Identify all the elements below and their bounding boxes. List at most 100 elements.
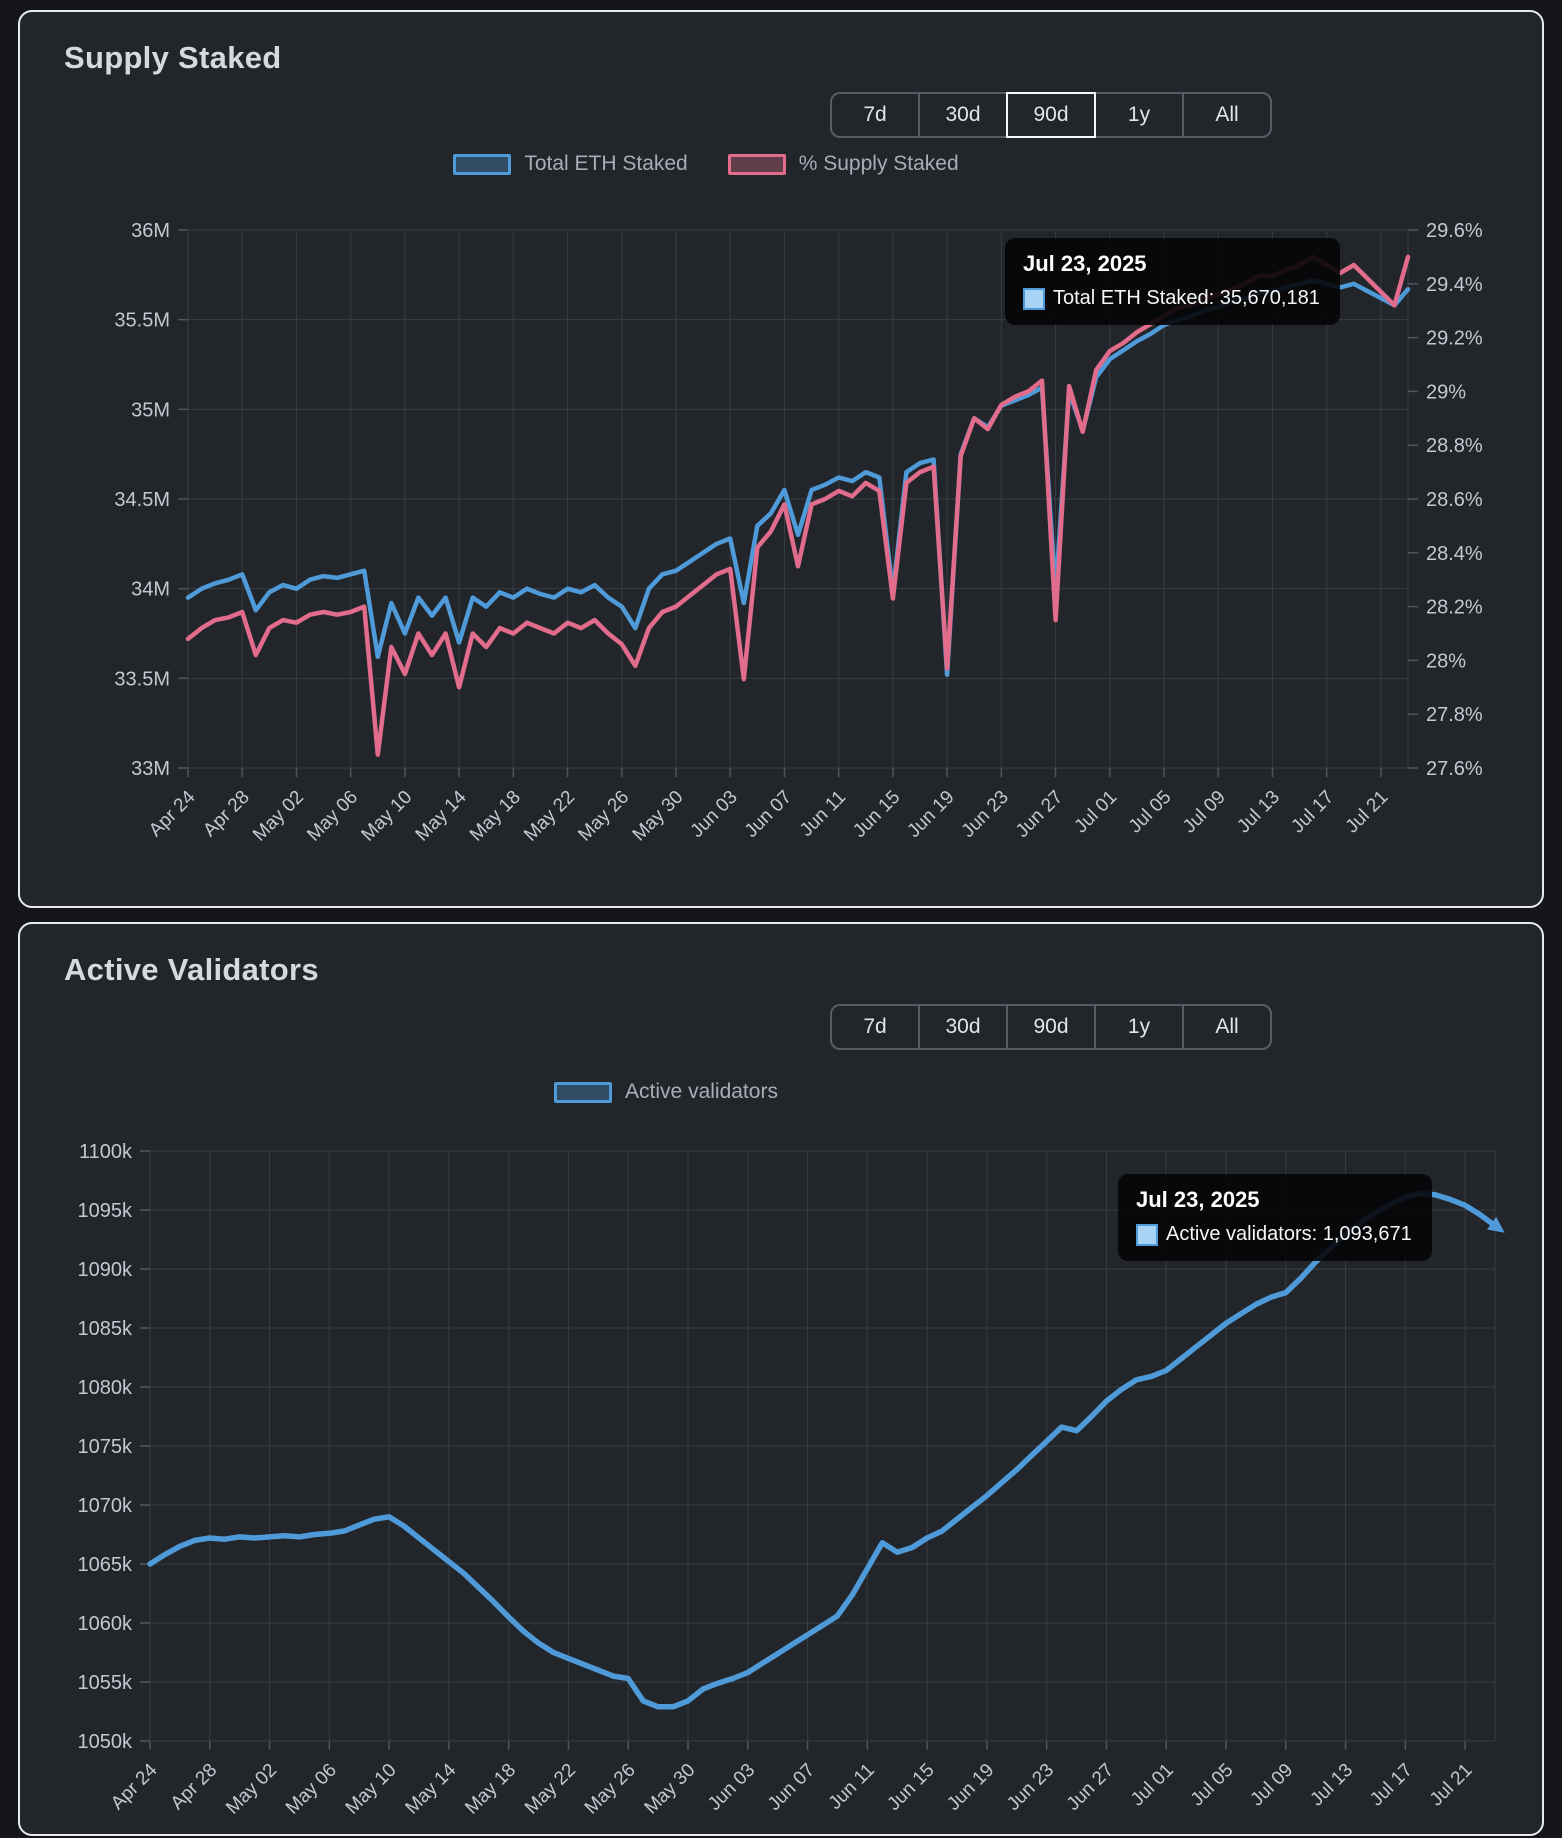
range-90d-button[interactable]: 90d [1006, 92, 1096, 138]
time-range-button-group: 7d 30d 90d 1y All [830, 1004, 1272, 1050]
legend-swatch-icon [554, 1081, 613, 1103]
y-axis-label: 29% [1426, 381, 1466, 403]
x-axis-label: May 30 [641, 1760, 700, 1819]
x-axis-label: May 18 [461, 1760, 520, 1819]
y-axis-label: 27.6% [1426, 758, 1483, 780]
series-line--supply-staked [185, 254, 1411, 757]
legend-label: Active validators [625, 1080, 778, 1103]
range-all-button[interactable]: All [1182, 1004, 1272, 1050]
y-axis-label: 36M [131, 220, 170, 242]
y-axis-label: 1080k [78, 1377, 133, 1399]
x-axis-label: May 02 [249, 787, 308, 846]
x-axis-label: Apr 24 [107, 1759, 162, 1814]
x-axis-label: Jun 23 [1003, 1760, 1058, 1815]
y-axis-label: 29.4% [1426, 274, 1483, 296]
x-axis-label: Jun 27 [1063, 1760, 1118, 1815]
time-range-row: 7d 30d 90d 1y All [20, 92, 1272, 138]
legend-label: % Supply Staked [798, 152, 959, 175]
range-7d-button[interactable]: 7d [830, 1004, 920, 1050]
range-1y-button[interactable]: 1y [1094, 1004, 1184, 1050]
active-validators-card: Active Validators 7d 30d 90d 1y All Acti… [18, 922, 1544, 1836]
legend-item-total-eth-staked[interactable]: Total ETH Staked [453, 152, 688, 176]
x-axis-label: Jun 15 [849, 787, 904, 842]
x-axis-label: Jul 13 [1233, 787, 1284, 838]
supply-staked-card: Supply Staked 7d 30d 90d 1y All Total ET… [18, 10, 1544, 908]
y-axis-label: 1090k [78, 1259, 133, 1281]
x-axis-label: May 30 [629, 787, 688, 846]
tooltip-row: Active validators: 1,093,671 [1136, 1223, 1412, 1246]
y-axis-label: 28.8% [1426, 435, 1483, 457]
tooltip-value: Active validators: 1,093,671 [1166, 1223, 1412, 1245]
series-line-active-validators [147, 1190, 1498, 1710]
x-axis-label: Jun 03 [687, 787, 742, 842]
active-validators-chart-area: Apr 24 Apr 28 May 02 May 06 May 10 May 14 May … [20, 1110, 1542, 1826]
y-axis-label: 1060k [78, 1613, 133, 1635]
x-axis-label: May 02 [222, 1760, 281, 1819]
legend-label: Total ETH Staked [524, 152, 688, 175]
y-axis-label: 1050k [78, 1731, 133, 1753]
x-axis-label: May 18 [466, 787, 525, 846]
x-axis-label: Jun 19 [903, 787, 958, 842]
x-axis-label: Jun 03 [704, 1760, 759, 1815]
x-axis-label: Jul 05 [1187, 1760, 1238, 1811]
x-axis-label: May 10 [358, 787, 417, 846]
y-axis-label: 1065k [78, 1554, 133, 1576]
x-axis-label: Jun 19 [943, 1760, 998, 1815]
y-axis-label: 1075k [78, 1436, 133, 1458]
page-title: Active Validators [64, 952, 319, 987]
y-axis-label: 29.2% [1426, 328, 1483, 350]
range-1y-button[interactable]: 1y [1094, 92, 1184, 138]
x-axis-label: May 06 [303, 787, 362, 846]
x-axis-label: Jul 13 [1306, 1760, 1357, 1811]
y-axis-label: 1055k [78, 1672, 133, 1694]
x-axis-label: May 14 [402, 1759, 461, 1818]
x-axis-label: Jul 21 [1426, 1760, 1477, 1811]
x-axis-label: Jul 17 [1288, 787, 1339, 838]
x-axis-label: Jun 27 [1012, 787, 1067, 842]
y-axis-label: 33.5M [114, 668, 170, 690]
x-axis-label: May 26 [581, 1760, 640, 1819]
time-range-button-group: 7d 30d 90d 1y All [830, 92, 1272, 138]
range-90d-button[interactable]: 90d [1006, 1004, 1096, 1050]
y-axis-label: 33M [131, 758, 170, 780]
x-axis-label: Jul 21 [1342, 787, 1393, 838]
x-axis-label: Jun 07 [764, 1760, 819, 1815]
x-axis-label: Jul 01 [1127, 1760, 1178, 1811]
x-axis-label: Jun 11 [796, 787, 850, 841]
y-axis-label: 28.6% [1426, 489, 1483, 511]
range-30d-button[interactable]: 30d [918, 1004, 1008, 1050]
tooltip-row: Total ETH Staked: 35,670,181 [1023, 287, 1320, 310]
supply-staked-chart-area: Apr 24 Apr 28 May 02 May 06 May 10 May 14 May … [20, 178, 1542, 866]
active-validators-chart[interactable]: Apr 24 Apr 28 May 02 May 06 May 10 May 14 May … [40, 1110, 1522, 1826]
y-axis-label: 1100k [79, 1141, 133, 1163]
x-axis-label: May 14 [412, 786, 471, 845]
x-axis-label: Jul 05 [1125, 787, 1176, 838]
range-all-button[interactable]: All [1182, 92, 1272, 138]
tooltip-date: Jul 23, 2025 [1023, 251, 1147, 276]
y-axis-label: 28.2% [1426, 597, 1483, 619]
y-axis-label: 28% [1426, 650, 1466, 672]
x-axis-label: May 26 [574, 787, 633, 846]
y-axis-label: 35M [131, 399, 170, 421]
x-axis-label: Jul 17 [1366, 1760, 1417, 1811]
x-axis-label: Apr 28 [167, 1760, 221, 1814]
y-axis-label: 1095k [78, 1200, 133, 1222]
series-swatch-icon [1136, 1223, 1158, 1246]
range-7d-button[interactable]: 7d [830, 92, 920, 138]
range-30d-button[interactable]: 30d [918, 92, 1008, 138]
x-axis-label: Jun 15 [883, 1760, 938, 1815]
x-axis-label: May 22 [520, 787, 579, 846]
legend-swatch-icon [453, 153, 512, 175]
y-axis-label: 1070k [78, 1495, 133, 1517]
y-axis-label: 29.6% [1426, 220, 1483, 242]
y-axis-label: 27.8% [1426, 704, 1483, 726]
series-line-total-eth-staked [185, 277, 1411, 677]
legend-item-active-validators[interactable]: Active validators [554, 1080, 778, 1104]
page-title: Supply Staked [64, 40, 282, 75]
tooltip-date: Jul 23, 2025 [1136, 1187, 1260, 1212]
legend-item-percent-supply-staked[interactable]: % Supply Staked [727, 152, 959, 176]
x-axis-label: Jun 23 [958, 787, 1013, 842]
chart-legend: Total ETH Staked % Supply Staked [20, 152, 1392, 176]
series-swatch-icon [1023, 287, 1045, 310]
